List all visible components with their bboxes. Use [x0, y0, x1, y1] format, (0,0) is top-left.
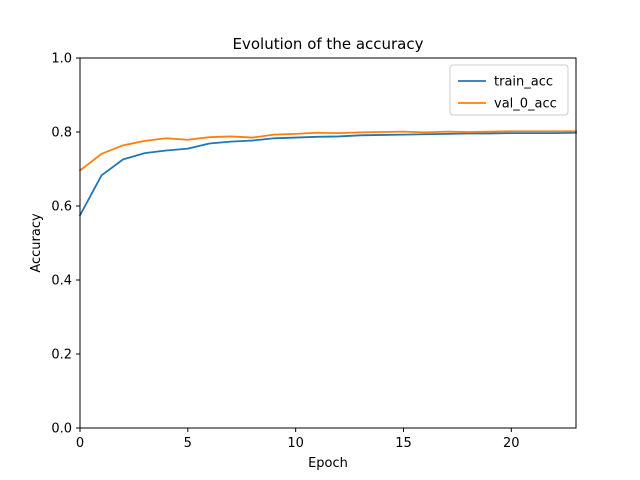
y-tick-label: 0.2 [51, 348, 72, 363]
chart-title: Evolution of the accuracy [233, 35, 424, 53]
x-tick-label: 5 [184, 436, 192, 451]
y-tick-label: 0.0 [51, 422, 72, 437]
series-line-0 [78, 131, 577, 217]
y-tick-label: 0.8 [51, 126, 72, 141]
y-axis-ticks: 0.0 0.2 0.4 0.6 0.8 1.0 [51, 52, 80, 437]
x-tick-label: 15 [395, 436, 412, 451]
legend-label-0: train_acc [494, 75, 553, 90]
x-tick-label: 20 [503, 436, 520, 451]
y-tick-label: 0.6 [51, 200, 72, 215]
y-tick-label: 0.4 [51, 274, 72, 289]
x-axis-title: Epoch [308, 456, 348, 471]
plot-content [78, 130, 577, 217]
x-tick-label: 10 [287, 436, 304, 451]
y-axis-title: Accuracy [29, 213, 44, 273]
y-tick-label: 1.0 [51, 52, 72, 67]
legend: train_acc val_0_acc [449, 64, 569, 116]
plot-frame [79, 57, 577, 429]
x-axis-ticks: 0 5 10 15 20 [76, 428, 520, 451]
x-tick-label: 0 [76, 436, 84, 451]
legend-label-1: val_0_acc [494, 97, 557, 112]
series-line-1 [78, 130, 577, 172]
